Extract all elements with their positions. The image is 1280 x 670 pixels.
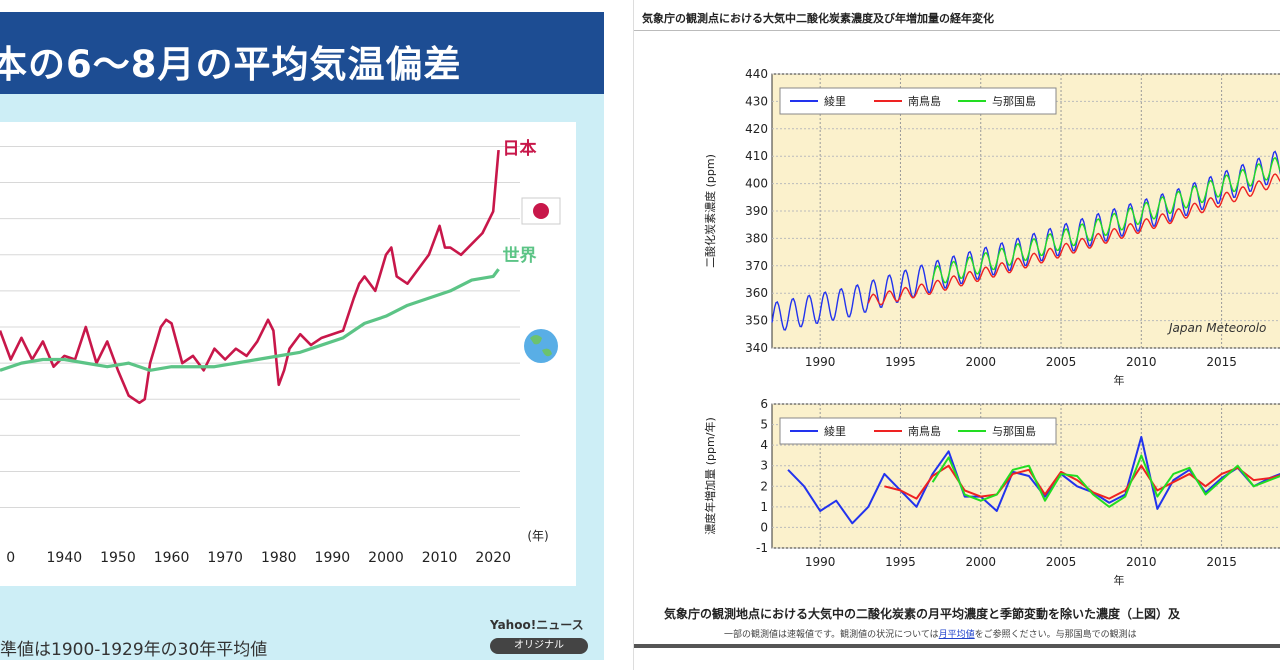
co2-charts: 1990 1995 2000 2005 2010 20153403503603703803… xyxy=(703,67,1280,587)
y-tick-label: 400 xyxy=(745,177,768,191)
y-tick-label: 0 xyxy=(760,520,768,534)
y-tick-label: 350 xyxy=(745,314,768,328)
x-tick-label: 1995 xyxy=(885,555,916,569)
x-tick-label: 2010 xyxy=(1126,355,1157,369)
y-axis-label: 濃度年増加量 (ppm/年) xyxy=(703,417,717,534)
japan-chart-footnote: 準値は1900-1929年の30年平均値 xyxy=(0,640,268,660)
x-tick-label: 2015 xyxy=(1206,355,1237,369)
note-text-before: 一部の観測値は速報値です。観測値の状況については xyxy=(724,630,939,640)
japan-chart-title: 本の6〜8月の平均気温偏差 xyxy=(0,43,462,86)
x-tick-label: 1980 xyxy=(261,550,297,566)
globe-land xyxy=(530,335,552,357)
y-tick-label: 380 xyxy=(745,231,768,245)
series-line-0 xyxy=(0,149,500,405)
x-tick-label: 2005 xyxy=(1046,555,1077,569)
series-label-1: 世界 xyxy=(503,246,537,266)
y-tick-label: 360 xyxy=(745,286,768,300)
monthly-average-link[interactable]: 月平均値 xyxy=(938,630,975,640)
bottom-bar xyxy=(634,644,1280,648)
y-tick-label: 2 xyxy=(760,479,768,493)
x-tick-label: 1940 xyxy=(47,550,83,566)
legend-label: 綾里 xyxy=(824,95,846,108)
increase-series-line-0 xyxy=(787,435,1280,525)
y-tick-label: 440 xyxy=(745,67,768,81)
y-tick-label: 340 xyxy=(745,341,768,355)
x-tick-label: 1950 xyxy=(100,550,136,566)
x-tick-label: 2010 xyxy=(422,550,458,566)
x-tick-label: 2000 xyxy=(368,550,404,566)
legend-label: 南鳥島 xyxy=(908,424,941,438)
x-tick-label: 1990 xyxy=(805,355,836,369)
source-annotation: Japan Meteorolo xyxy=(1167,321,1266,335)
series-label-0: 日本 xyxy=(503,138,537,159)
y-tick-label: 420 xyxy=(745,122,768,136)
legend-label: 綾里 xyxy=(824,425,846,438)
x-tick-label: 1960 xyxy=(154,550,190,566)
co2-panel: 気象庁の観測点における大気中二酸化炭素濃度及び年増加量の経年変化 1990 199… xyxy=(633,0,1280,670)
japan-temperature-panel: 本の6〜8月の平均気温偏差 0 1940 1950 1960 1970 1980 1990 2… xyxy=(0,12,604,660)
japan-chart-plot-area: 0 1940 1950 1960 1970 1980 1990 2000 2010 2020 (年)… xyxy=(0,122,576,586)
x-tick-label: 1990 xyxy=(315,550,351,566)
y-axis-label: 二酸化炭素濃度 (ppm) xyxy=(703,154,717,268)
y-tick-label: 370 xyxy=(745,259,768,273)
y-tick-label: 410 xyxy=(745,149,768,163)
y-tick-label: -1 xyxy=(756,541,768,555)
x-axis-label: 年 xyxy=(1114,573,1125,587)
increase-series-line-2 xyxy=(931,454,1280,508)
x-tick-label: 1995 xyxy=(885,355,916,369)
y-tick-label: 1 xyxy=(760,500,768,514)
x-tick-label: 2005 xyxy=(1046,355,1077,369)
title-divider xyxy=(634,30,1280,31)
japan-temperature-chart: 0 1940 1950 1960 1970 1980 1990 2000 2010 2020 (年)… xyxy=(0,138,561,566)
x-tick-label: 2015 xyxy=(1206,555,1237,569)
yahoo-news-logo: Yahoo!ニュース xyxy=(490,618,584,632)
original-badge: オリジナル xyxy=(490,638,588,654)
y-tick-label: 3 xyxy=(760,459,768,473)
y-tick-label: 430 xyxy=(745,94,768,108)
y-tick-label: 6 xyxy=(760,397,768,411)
legend-label: 与那国島 xyxy=(992,424,1036,438)
japan-chart-header: 本の6〜8月の平均気温偏差 xyxy=(0,12,604,94)
legend-label: 与那国島 xyxy=(992,94,1036,108)
globe-icon xyxy=(524,329,558,363)
legend-label: 南鳥島 xyxy=(908,94,941,108)
co2-figure-caption: 気象庁の観測地点における大気中の二酸化炭素の月平均濃度と季節変動を除いた濃度（上… xyxy=(664,607,1181,621)
co2-series-line-1 xyxy=(867,173,1280,306)
co2-page-title: 気象庁の観測点における大気中二酸化炭素濃度及び年増加量の経年変化 xyxy=(642,12,994,25)
note-text-after: をご参照ください。与那国島での観測は xyxy=(974,630,1137,640)
co2-series-line-2 xyxy=(931,156,1280,284)
legend-box xyxy=(779,87,1057,115)
x-tick-label: 1970 xyxy=(207,550,243,566)
x-axis-label: 年 xyxy=(1114,373,1125,387)
x-tick-label: 0 xyxy=(6,550,15,566)
x-tick-label: 2020 xyxy=(475,550,511,566)
x-tick-label: 1990 xyxy=(805,555,836,569)
x-tick-label: 2010 xyxy=(1126,555,1157,569)
x-tick-label: 2000 xyxy=(965,555,996,569)
japan-flag-sun xyxy=(533,203,549,219)
x-axis-unit: (年) xyxy=(527,529,548,543)
co2-figure-note: 一部の観測値は速報値です。観測値の状況については月平均値をご参照ください。与那国… xyxy=(724,627,1137,640)
legend-box xyxy=(779,417,1057,445)
y-tick-label: 390 xyxy=(745,204,768,218)
y-tick-label: 5 xyxy=(760,418,768,432)
x-tick-label: 2000 xyxy=(965,355,996,369)
y-tick-label: 4 xyxy=(760,438,768,452)
series-line-1 xyxy=(0,268,500,372)
